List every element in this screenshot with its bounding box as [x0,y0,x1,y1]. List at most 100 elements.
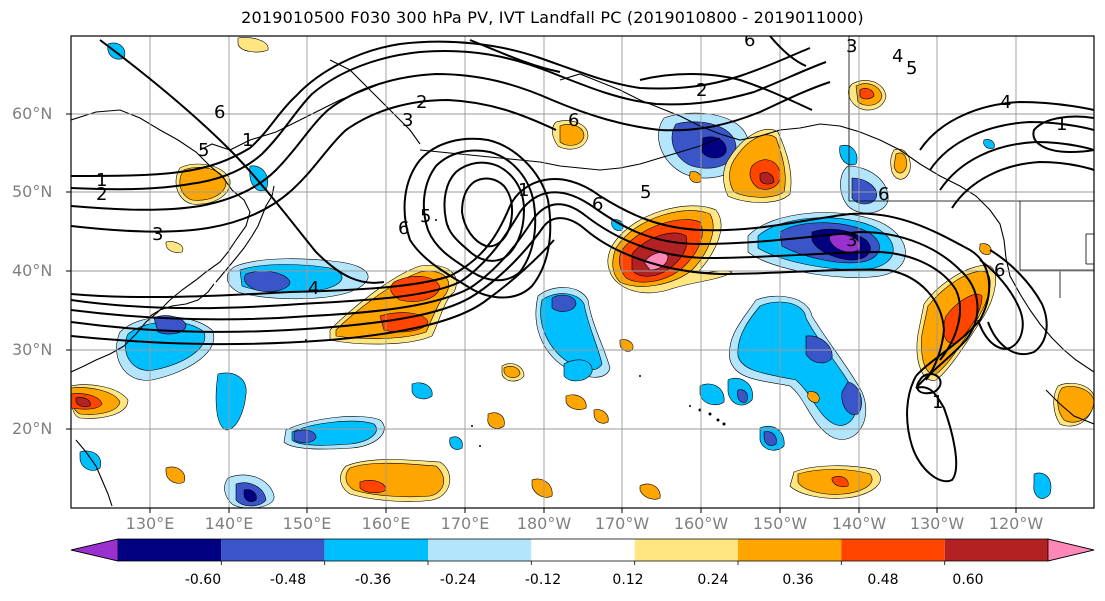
lon-label: 160°E [361,514,411,533]
lat-label: 20°N [12,419,53,438]
positive-anomaly [807,391,820,403]
mexico-coast [1045,389,1094,425]
positive-anomaly [759,172,775,185]
map-frame [70,35,1095,509]
pv-contour [71,191,979,389]
lon-label: 120°W [988,514,1044,533]
positive-anomaly [345,462,444,498]
pv-contour [71,217,946,381]
contour-label: 6 [214,102,225,123]
pv-contour [919,100,1094,151]
lon-label: 160°W [673,514,729,533]
positive-anomaly [593,409,609,424]
colorbar-tick-label: 0.48 [867,572,899,588]
lon-label: 170°W [594,514,650,533]
kamchatka-coast [329,59,421,145]
colorbar-tick-label: 0.12 [612,572,644,588]
positive-anomaly [979,243,992,255]
colorbar-segment [428,539,532,561]
negative-anomaly [737,389,748,403]
pv-contour [639,73,813,111]
colorbar-tick-label: -0.24 [439,572,477,588]
lon-label: 130°E [125,514,175,533]
lat-label: 50°N [12,182,53,201]
pv-contour [769,36,807,67]
colorbar-segment [738,539,842,561]
pv-contour [71,72,831,211]
pv-contour [916,372,942,395]
negative-anomaly [243,489,257,502]
contour-label: 6 [744,30,755,51]
lon-label: 140°E [204,514,254,533]
lat-label: 30°N [12,340,53,359]
contour-label: 5 [906,58,917,79]
negative-anomaly [699,383,725,406]
negative-anomaly [763,431,777,446]
aleutians [419,137,721,171]
lon-label: 130°W [909,514,965,533]
axis-ticks [66,113,1017,513]
contour-label: 1 [932,392,943,413]
negative-anomaly [540,293,603,371]
colorbar-tick-label: -0.12 [524,572,562,588]
contour-label: 4 [308,278,319,299]
pv-contour [422,149,537,282]
contour-label: 3 [152,224,163,245]
contour-label: 4 [1000,92,1011,113]
colorbar-tick-label: -0.36 [354,572,392,588]
contour-label: 4 [892,46,903,67]
positive-anomaly [165,241,184,253]
contour-label: 1 [1056,114,1067,135]
pv-contours [71,36,1094,483]
pv-contour [443,161,526,262]
contour-label: 2 [416,92,427,113]
alaska-coast [559,73,1094,373]
contour-labels: 1 2 3 4 5 6 1 2 3 5 6 6 5 6 1 6 2 3 4 5 … [96,30,1067,413]
negative-anomaly [851,177,877,205]
colorbar-segment [324,539,428,561]
lat-label: 60°N [12,104,53,123]
colorbar-segment [634,539,738,561]
contour-label: 5 [640,182,651,203]
positive-anomaly [831,476,849,488]
contour-label: 3 [846,36,857,57]
contour-label: 6 [398,218,409,239]
contour-label: 1 [96,170,107,191]
colorbar-extend-low [70,538,119,562]
contour-label: 6 [568,110,579,131]
colorbar-tick-label: 0.24 [697,572,729,588]
gridlines [71,36,1094,508]
colorbar-extend-high [1047,538,1095,562]
negative-anomaly [737,301,857,426]
negative-anomaly [411,382,433,400]
positive-anomaly [165,466,186,484]
pv-contour [977,259,1024,350]
positive-anomaly [893,152,907,174]
positive-anomaly [237,37,269,53]
negative-anomaly [215,372,247,431]
pv-contour [929,120,1094,171]
pv-contour [939,140,1094,191]
positive-anomaly [565,394,587,410]
contour-label: 2 [96,184,107,205]
positive-anomaly [859,88,875,100]
negative-anomaly [563,359,593,382]
colorbar-segment [221,539,325,561]
colorbar-tick-label: -0.60 [184,572,222,588]
negative-anomaly [449,436,463,450]
lon-label: 180°W [516,514,572,533]
pv-contour [71,239,555,346]
contour-label: 1 [242,130,253,151]
colorbar-segment [531,539,635,561]
negative-anomaly [805,335,833,364]
pv-contour [951,160,1094,209]
colorbar-tick-label: -0.48 [269,572,307,588]
pv-contour [71,203,961,361]
colorbar-segment [841,539,945,561]
pv-contour [403,137,552,299]
japan-coast [149,283,215,317]
colorbar-outline [70,538,1095,562]
pv-contour [987,249,1048,355]
positive-anomaly [503,366,521,378]
